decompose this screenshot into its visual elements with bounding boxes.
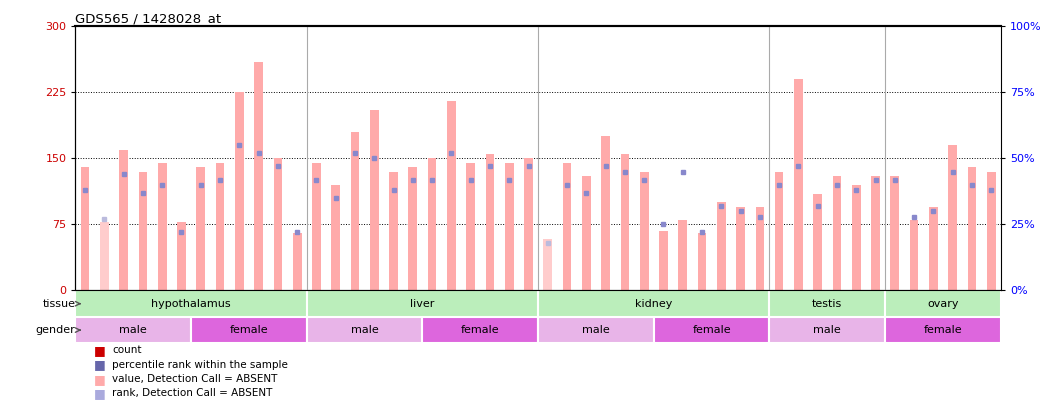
Bar <box>485 154 495 290</box>
Bar <box>538 290 769 317</box>
Bar <box>216 163 224 290</box>
Bar <box>698 233 706 290</box>
Text: female: female <box>230 325 268 335</box>
Bar <box>389 172 398 290</box>
Text: male: male <box>582 325 610 335</box>
Bar <box>659 230 668 290</box>
Text: female: female <box>693 325 730 335</box>
Bar <box>620 154 629 290</box>
Bar <box>717 202 725 290</box>
Bar <box>563 163 571 290</box>
Bar <box>538 317 654 343</box>
Bar <box>100 222 109 290</box>
Text: male: male <box>119 325 147 335</box>
Bar <box>678 220 687 290</box>
Bar <box>967 167 977 290</box>
Bar <box>910 220 918 290</box>
Bar <box>158 163 167 290</box>
Bar <box>654 317 769 343</box>
Bar <box>544 239 552 290</box>
Bar <box>929 207 938 290</box>
Bar <box>191 317 307 343</box>
Text: ■: ■ <box>94 373 106 386</box>
Bar <box>769 317 886 343</box>
Bar <box>871 176 880 290</box>
Bar <box>852 185 860 290</box>
Bar <box>524 158 532 290</box>
Bar <box>428 158 436 290</box>
Text: liver: liver <box>410 299 435 309</box>
Bar <box>813 194 822 290</box>
Text: tissue: tissue <box>43 299 75 309</box>
Bar <box>255 62 263 290</box>
Bar <box>177 222 185 290</box>
Text: count: count <box>112 345 141 355</box>
Bar <box>409 167 417 290</box>
Bar <box>447 101 456 290</box>
Bar <box>466 163 475 290</box>
Bar <box>737 207 745 290</box>
Bar <box>235 92 244 290</box>
Bar <box>307 290 538 317</box>
Bar <box>832 176 842 290</box>
Bar <box>582 176 591 290</box>
Text: gender: gender <box>36 325 75 335</box>
Bar <box>370 110 378 290</box>
Text: male: male <box>351 325 378 335</box>
Text: ■: ■ <box>94 358 106 371</box>
Bar <box>331 185 340 290</box>
Text: male: male <box>813 325 842 335</box>
Bar <box>75 290 307 317</box>
Bar <box>794 79 803 290</box>
Bar <box>274 158 282 290</box>
Bar <box>891 176 899 290</box>
Bar <box>312 163 321 290</box>
Bar <box>886 290 1001 317</box>
Text: ovary: ovary <box>927 299 959 309</box>
Bar <box>774 172 784 290</box>
Bar <box>769 290 886 317</box>
Bar <box>196 167 205 290</box>
Text: value, Detection Call = ABSENT: value, Detection Call = ABSENT <box>112 374 278 384</box>
Bar <box>987 172 996 290</box>
Text: GDS565 / 1428028_at: GDS565 / 1428028_at <box>75 12 221 25</box>
Bar <box>756 207 764 290</box>
Bar <box>640 172 649 290</box>
Text: rank, Detection Call = ABSENT: rank, Detection Call = ABSENT <box>112 388 272 399</box>
Text: ■: ■ <box>94 344 106 357</box>
Text: hypothalamus: hypothalamus <box>151 299 231 309</box>
Bar <box>119 149 128 290</box>
Bar <box>81 167 89 290</box>
Bar <box>602 136 610 290</box>
Text: ■: ■ <box>94 387 106 400</box>
Text: testis: testis <box>812 299 843 309</box>
Bar <box>351 132 359 290</box>
Bar <box>948 145 957 290</box>
Bar <box>886 317 1001 343</box>
Bar <box>138 172 148 290</box>
Text: female: female <box>461 325 500 335</box>
Text: kidney: kidney <box>635 299 673 309</box>
Bar <box>292 233 302 290</box>
Bar <box>75 317 191 343</box>
Bar <box>307 317 422 343</box>
Text: percentile rank within the sample: percentile rank within the sample <box>112 360 288 370</box>
Bar <box>422 317 538 343</box>
Bar <box>505 163 514 290</box>
Text: female: female <box>923 325 962 335</box>
